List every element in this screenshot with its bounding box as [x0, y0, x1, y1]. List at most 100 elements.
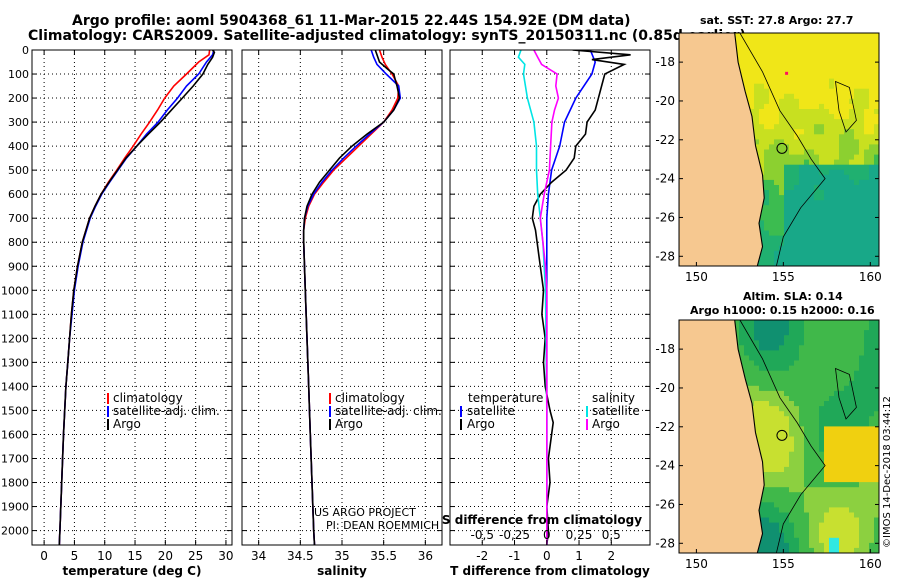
field-cell	[874, 93, 879, 100]
field-cell	[854, 325, 860, 331]
field-cell	[839, 98, 845, 105]
field-cell	[769, 537, 775, 544]
field-cell	[764, 522, 770, 529]
field-cell	[799, 103, 805, 110]
field-cell	[754, 93, 760, 100]
field-cell	[854, 426, 860, 433]
field-cell	[869, 53, 875, 59]
field-cell	[874, 33, 879, 39]
field-cell	[829, 446, 835, 453]
field-cell	[859, 114, 865, 120]
field-cell	[839, 512, 845, 519]
field-cell	[824, 119, 830, 125]
field-cell	[804, 139, 810, 146]
field-cell	[764, 370, 770, 377]
map-y-tick-label: -22	[655, 133, 675, 147]
field-cell	[784, 350, 790, 357]
map-x-tick-label: 155	[772, 557, 795, 571]
field-cell	[764, 401, 770, 407]
field-cell	[854, 542, 860, 549]
field-cell	[869, 335, 875, 341]
field-cell	[824, 335, 830, 341]
field-cell	[809, 502, 815, 508]
field-cell	[754, 355, 760, 362]
field-cell	[854, 185, 860, 191]
field-cell	[829, 88, 835, 95]
field-cell	[844, 114, 850, 120]
field-cell	[859, 451, 865, 458]
field-cell	[829, 134, 835, 140]
field-cell	[799, 98, 805, 105]
field-cell	[799, 58, 805, 64]
field-cell	[869, 250, 875, 257]
field-cell	[824, 205, 830, 211]
field-cell	[774, 497, 780, 503]
field-cell	[854, 340, 860, 346]
field-cell	[814, 335, 820, 341]
field-cell	[859, 406, 865, 412]
field-cell	[869, 527, 875, 534]
legend-swatch	[586, 406, 588, 417]
field-cell	[804, 456, 810, 463]
field-cell	[809, 492, 815, 498]
field-cell	[834, 179, 840, 186]
field-cell	[754, 103, 760, 110]
field-cell	[794, 159, 800, 166]
field-cell	[734, 320, 740, 326]
field-cell	[859, 446, 865, 453]
field-cell	[734, 330, 740, 336]
field-cell	[759, 507, 765, 514]
field-cell	[764, 492, 770, 498]
field-cell	[769, 149, 775, 156]
field-cell	[749, 330, 755, 336]
field-cell	[844, 522, 850, 529]
field-cell	[834, 139, 840, 146]
field-cell	[874, 512, 879, 519]
field-cell	[809, 250, 815, 257]
field-cell	[799, 527, 805, 534]
field-cell	[874, 436, 879, 443]
field-cell	[819, 58, 825, 64]
field-cell	[814, 325, 820, 331]
field-cell	[819, 83, 825, 90]
field-cell	[819, 78, 825, 85]
field-cell	[804, 73, 810, 80]
field-cell	[839, 185, 845, 191]
field-cell	[779, 461, 785, 468]
field-cell	[769, 164, 775, 171]
y-tick-label: 1300	[1, 356, 29, 369]
field-cell	[824, 320, 830, 326]
field-cell	[789, 195, 795, 201]
field-cell	[759, 139, 765, 146]
field-cell	[794, 174, 800, 181]
land-australia	[679, 320, 765, 553]
series-group	[58, 50, 216, 545]
field-cell	[829, 210, 835, 216]
field-cell	[819, 53, 825, 59]
field-cell	[814, 149, 820, 156]
field-cell	[854, 245, 860, 252]
field-cell	[819, 370, 825, 377]
field-cell	[849, 406, 855, 412]
field-cell	[854, 406, 860, 412]
field-cell	[759, 436, 765, 443]
field-cell	[774, 466, 780, 473]
x2-tick-label: 0,5	[602, 528, 621, 542]
field-cell	[824, 456, 830, 463]
field-cell	[854, 83, 860, 90]
field-cell	[864, 190, 870, 196]
field-cell	[794, 88, 800, 95]
field-cell	[839, 360, 845, 367]
field-cell	[779, 250, 785, 257]
field-cell	[809, 93, 815, 100]
field-cell	[834, 401, 840, 407]
field-cell	[839, 390, 845, 397]
field-cell	[794, 190, 800, 196]
field-cell	[779, 497, 785, 503]
field-cell	[824, 225, 830, 232]
field-cell	[829, 235, 835, 242]
field-cell	[819, 48, 825, 54]
field-cell	[804, 210, 810, 216]
field-cell	[814, 492, 820, 498]
